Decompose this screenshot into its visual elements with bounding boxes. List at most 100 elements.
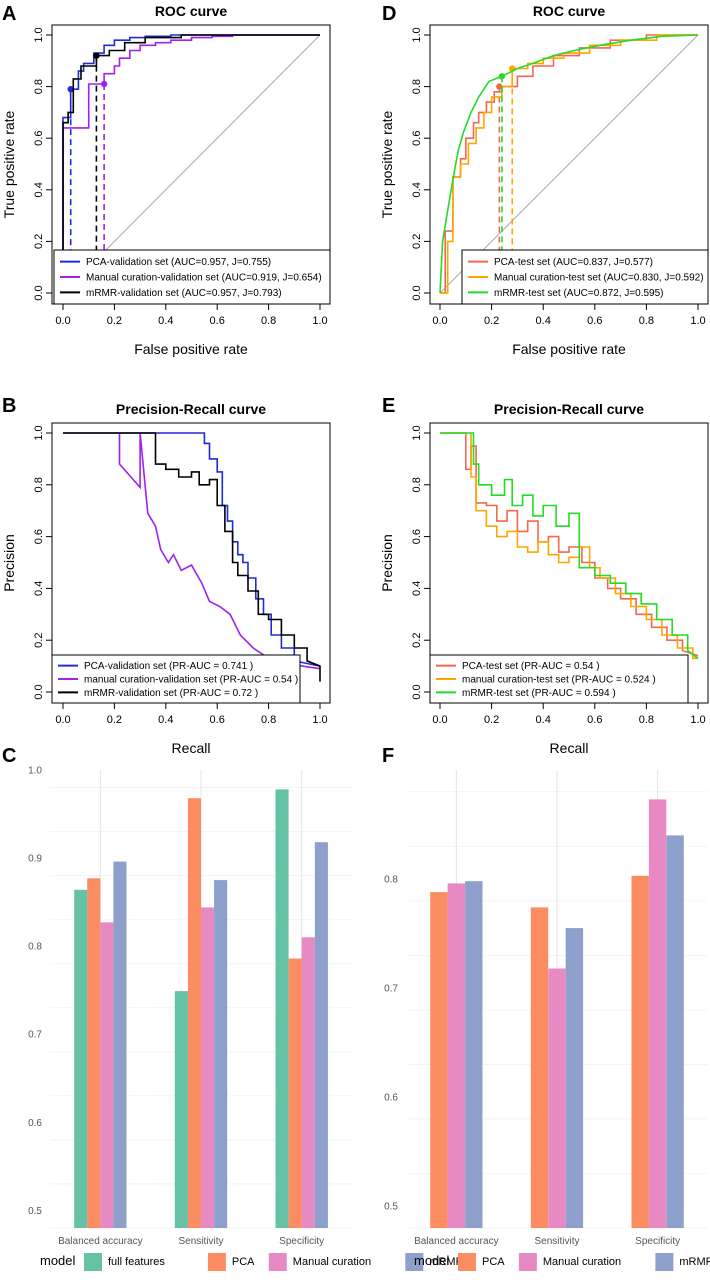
y-tick-label: 0.0 <box>411 684 423 699</box>
bar-specificity-mrmr <box>314 842 328 1228</box>
series-line-3 <box>439 34 699 294</box>
y-axis-label: True positive rate <box>379 110 395 218</box>
bar-legend: model PCA Manual curation mRMR <box>414 1253 710 1271</box>
x-tick-label: 0.2 <box>484 315 499 327</box>
bar-specificity-manual-curation <box>301 937 315 1228</box>
legend-item-3: mRMR <box>679 1256 710 1268</box>
legend-label-1: PCA-test set (PR-AUC = 0.54 ) <box>462 661 600 672</box>
plots-layer: 0.0 0.2 0.4 0.6 0.8 1.0 0.0 0.2 0.4 0.6 0.8 1.0 ROC … <box>1 3 710 1271</box>
x-axis-label: Recall <box>172 740 211 756</box>
x-tick-label: 0.6 <box>587 714 602 726</box>
bar-balanced-accuracy-mrmr <box>465 881 483 1228</box>
series-line-3 <box>63 432 321 682</box>
x-tick-label: 1.0 <box>690 315 705 327</box>
bar-legend: model full features PCA Manual curation mRMR <box>40 1253 464 1271</box>
chart-title: Precision-Recall curve <box>494 401 644 417</box>
y-tick-label: 0.0 <box>33 285 45 300</box>
x-tick-label: 0.0 <box>55 315 70 327</box>
x-tick-label: Specificity <box>279 1236 324 1247</box>
legend-item-2: PCA <box>232 1256 255 1268</box>
legend-label-2: manual curation-validation set (PR-AUC =… <box>84 675 298 686</box>
y-axis-label: True positive rate <box>1 110 17 218</box>
y-tick-label: 1.0 <box>33 425 45 440</box>
y-tick-label: 0.4 <box>411 581 423 596</box>
legend-box <box>53 249 331 305</box>
legend-box <box>429 654 689 704</box>
bar-sensitivity-pca <box>187 798 201 1228</box>
legend-label-3: mRMR-validation set (AUC=0.957, J=0.793) <box>86 288 282 299</box>
y-tick-label: 0.8 <box>33 79 45 94</box>
legend-label-3: mRMR-test set (AUC=0.872, J=0.595) <box>494 288 664 299</box>
bar-sensitivity-full-features <box>174 991 188 1228</box>
x-tick-label: Balanced accuracy <box>58 1236 143 1247</box>
legend-key-2 <box>518 1253 537 1271</box>
legend-item-1: PCA <box>482 1256 505 1268</box>
y-tick-label: 0.8 <box>411 477 423 492</box>
bar-specificity-full-features <box>275 789 289 1228</box>
legend-label-1: PCA-validation set (PR-AUC = 0.741 ) <box>84 661 253 672</box>
y-tick-label: 0.0 <box>33 684 45 699</box>
legend: PCA-test set (AUC=0.837, J=0.577) Manual … <box>461 249 709 305</box>
x-tick-label: 0.2 <box>484 714 499 726</box>
bar-balanced-accuracy-manual-curation <box>100 922 114 1228</box>
legend-label-2: Manual curation-test set (AUC=0.830, J=0… <box>494 273 704 284</box>
bar-specificity-mrmr <box>666 835 684 1228</box>
x-tick-label: Sensitivity <box>534 1236 579 1247</box>
x-tick-label: 1.0 <box>312 315 327 327</box>
panel-a: 0.0 0.2 0.4 0.6 0.8 1.0 0.0 0.2 0.4 0.6 0.8 1.0 ROC … <box>1 3 331 357</box>
y-tick-label: 0.9 <box>28 854 42 865</box>
legend-item-2: Manual curation <box>543 1256 621 1268</box>
y-tick-label: 0.2 <box>33 633 45 648</box>
y-tick-label: 0.6 <box>33 131 45 146</box>
bar-balanced-accuracy-pca <box>430 892 448 1228</box>
x-tick-label: 0.8 <box>261 315 276 327</box>
x-tick-label: 0.8 <box>639 315 654 327</box>
legend: PCA-validation set (PR-AUC = 0.741 ) manu… <box>51 654 301 704</box>
y-tick-label: 0.6 <box>28 1118 42 1129</box>
y-axis-label: Precision <box>379 534 395 592</box>
x-tick-label: Sensitivity <box>178 1236 223 1247</box>
y-tick-label: 1.0 <box>28 766 42 777</box>
x-tick-label: 0.6 <box>210 714 225 726</box>
x-tick-label: 0.2 <box>107 714 122 726</box>
y-tick-label: 0.4 <box>33 182 45 197</box>
panel-letter-e: E <box>382 395 395 417</box>
bar-sensitivity-manual-curation <box>201 907 215 1228</box>
y-tick-label: 0.8 <box>28 942 42 953</box>
y-tick-label: 0.5 <box>384 1202 398 1213</box>
x-axis-label: False positive rate <box>512 341 626 357</box>
legend-key-4 <box>405 1253 424 1271</box>
y-tick-label: 0.5 <box>28 1206 42 1217</box>
legend-key-1 <box>84 1253 102 1271</box>
x-axis-label: Recall <box>550 740 589 756</box>
x-tick-label: 0.8 <box>261 714 276 726</box>
legend-key-3 <box>655 1253 674 1271</box>
series-line-1 <box>63 432 321 667</box>
panel-letter-a: A <box>2 3 16 25</box>
y-tick-label: 0.8 <box>33 477 45 492</box>
legend-item-1: full features <box>108 1256 165 1268</box>
y-tick-label: 0.0 <box>411 285 423 300</box>
chart-title: Precision-Recall curve <box>116 401 266 417</box>
legend-label-2: Manual curation-validation set (AUC=0.91… <box>86 273 322 284</box>
bar-balanced-accuracy-pca <box>87 878 101 1228</box>
y-tick-label: 1.0 <box>411 425 423 440</box>
series-line-2 <box>118 432 321 670</box>
x-axis-label: False positive rate <box>134 341 248 357</box>
y-tick-label: 0.2 <box>411 633 423 648</box>
panel-d: 0.0 0.2 0.4 0.6 0.8 1.0 0.0 0.2 0.4 0.6 0.8 1.0 ROC … <box>379 3 709 357</box>
y-tick-label: 1.0 <box>33 27 45 42</box>
legend-box <box>51 654 301 704</box>
panel-e: 0.0 0.2 0.4 0.6 0.8 1.0 0.0 0.2 0.4 0.6 0.8 1.0 Prec… <box>379 401 709 756</box>
x-tick-label: 0.4 <box>158 315 173 327</box>
legend-label-3: mRMR-test set (PR-AUC = 0.594 ) <box>462 688 616 699</box>
legend-label-2: manual curation-test set (PR-AUC = 0.524… <box>462 675 656 686</box>
series-line-3 <box>440 432 699 659</box>
bar-specificity-pca <box>288 958 302 1228</box>
y-tick-label: 0.2 <box>33 234 45 249</box>
series-line-2 <box>470 433 698 660</box>
youden-point-2 <box>100 80 108 88</box>
bar-balanced-accuracy-full-features <box>74 889 88 1228</box>
y-tick-label: 0.6 <box>411 529 423 544</box>
legend-item-4: mRMR <box>429 1256 463 1268</box>
